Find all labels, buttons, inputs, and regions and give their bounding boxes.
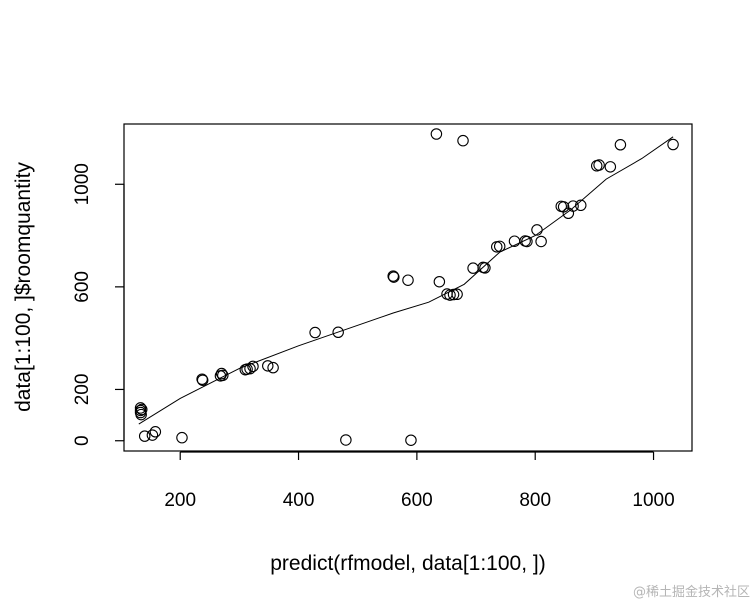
data-point [196,374,209,386]
data-point [217,369,229,382]
data-point [146,429,159,441]
data-point [309,326,321,339]
data-point [135,408,147,421]
data-point [262,360,274,372]
data-point [247,360,259,373]
y-tick-label: 200 [72,374,93,406]
data-point [667,138,679,151]
data-point [332,326,344,339]
x-tick-label: 400 [283,490,315,511]
data-point [493,240,506,253]
data-point [433,275,446,288]
data-point [444,289,456,301]
x-tick-label: 600 [401,490,433,511]
y-axis-label: data[1:100, ]$roomquantity [12,162,35,412]
data-point [136,403,148,416]
data-point [267,361,279,374]
data-point [402,274,414,286]
data-point [244,362,256,375]
y-tick-label: 1000 [72,163,93,205]
data-point [614,139,627,151]
x-axis-label: predict(rfmodel, data[1:100, ]) [270,552,545,575]
data-point [593,159,605,171]
points-group [134,128,679,446]
data-point [176,431,188,444]
plot-frame [123,123,693,452]
x-tick-label: 200 [164,490,196,511]
data-point [604,161,617,173]
x-tick-label: 1000 [632,490,674,511]
data-point [535,235,547,248]
y-axis: 0 200 600 1000 [72,163,125,446]
watermark: @稀土掘金技术社区 [632,585,750,600]
y-tick-label: 600 [72,271,93,303]
x-axis: 200 400 600 800 1000 [164,451,675,511]
smooth-line [138,136,674,425]
data-point [340,434,352,446]
data-point [388,271,400,283]
data-point [451,288,463,301]
data-point [405,434,417,446]
data-point [457,134,469,147]
data-point [479,262,491,274]
data-point [531,224,543,236]
x-tick-label: 800 [519,490,551,511]
data-point [138,430,151,442]
data-point [430,128,443,140]
data-point [134,402,147,414]
data-point [149,426,162,438]
data-point [215,367,228,380]
data-point [567,200,579,212]
y-tick-label: 0 [72,435,93,446]
data-point [467,262,479,274]
